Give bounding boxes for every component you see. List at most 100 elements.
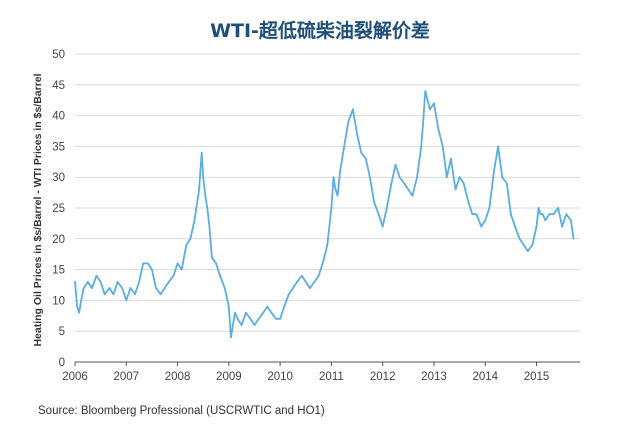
data-point (95, 274, 98, 277)
data-point (385, 207, 388, 209)
data-point (407, 188, 410, 191)
data-point (422, 120, 425, 123)
data-point (458, 176, 461, 179)
data-point (360, 151, 363, 154)
series-line (74, 90, 575, 339)
data-point (450, 157, 452, 160)
data-point (80, 299, 83, 302)
data-point (381, 225, 384, 228)
data-point (146, 262, 149, 265)
data-point (279, 318, 281, 320)
data-point (189, 237, 192, 240)
data-point (364, 157, 367, 160)
data-point (236, 318, 239, 320)
data-point (531, 244, 534, 246)
data-point (185, 244, 188, 246)
data-point (339, 170, 341, 172)
data-point (484, 219, 487, 222)
data-point (454, 188, 457, 191)
data-point (343, 145, 346, 148)
data-point (544, 219, 547, 222)
data-point (266, 305, 269, 308)
x-tick-label: 2011 (319, 371, 344, 383)
data-point (373, 200, 375, 203)
data-point (488, 207, 491, 209)
y-tick-label: 10 (52, 295, 65, 307)
data-point (441, 145, 444, 148)
data-point (103, 293, 106, 296)
data-point (347, 120, 350, 123)
y-tick-label: 5 (59, 326, 65, 338)
data-point (180, 268, 183, 271)
data-point (232, 324, 234, 326)
y-tick-label: 20 (52, 234, 65, 246)
data-point (437, 127, 439, 129)
data-point (292, 287, 294, 289)
x-tick-label: 2014 (472, 371, 498, 383)
data-point (522, 244, 525, 246)
data-point (330, 207, 333, 209)
data-point (317, 274, 320, 277)
data-point (471, 213, 474, 216)
data-point (112, 293, 115, 296)
data-point (394, 164, 397, 166)
data-point (167, 281, 170, 283)
x-tick-label: 2015 (524, 371, 550, 383)
y-tick-label: 15 (52, 265, 65, 277)
data-point (198, 188, 201, 191)
data-point (151, 268, 153, 271)
data-point (403, 182, 406, 185)
data-point (74, 281, 76, 283)
data-point (313, 281, 316, 283)
data-point (424, 90, 427, 92)
data-point (561, 225, 564, 228)
data-point (142, 262, 145, 265)
data-point (429, 108, 431, 111)
data-point (240, 324, 243, 326)
data-point (215, 262, 217, 265)
data-point (82, 287, 85, 289)
data-point (244, 311, 247, 314)
data-point (526, 250, 529, 253)
data-point (514, 225, 516, 228)
data-point (204, 194, 207, 197)
chart-title: WTI-超低硫柴油裂解价差 (210, 20, 430, 42)
data-point (552, 213, 555, 216)
data-point (99, 281, 102, 283)
data-point (121, 287, 124, 289)
x-tick-label: 2007 (113, 371, 139, 383)
data-point (493, 170, 495, 172)
data-point (108, 287, 111, 289)
data-point (223, 287, 226, 289)
data-point (270, 311, 273, 314)
data-point (398, 176, 401, 179)
data-point (539, 213, 542, 216)
data-point (332, 176, 335, 179)
data-point (505, 182, 508, 185)
data-point (287, 293, 290, 296)
data-point (200, 151, 203, 154)
x-tick-label: 2009 (216, 371, 242, 383)
data-point (262, 311, 265, 314)
data-point (467, 200, 470, 203)
x-tick-label: 2010 (267, 371, 293, 383)
data-point (116, 281, 119, 283)
data-point (557, 207, 559, 209)
data-point (501, 176, 504, 179)
data-point (227, 305, 230, 308)
data-point (300, 274, 303, 277)
x-tick-label: 2013 (421, 371, 447, 383)
data-point (416, 176, 418, 179)
data-point (369, 176, 371, 179)
data-point (321, 262, 324, 265)
data-point (219, 274, 222, 277)
data-point (230, 336, 232, 339)
data-point (283, 305, 286, 308)
data-point (535, 225, 538, 228)
data-point (257, 318, 260, 320)
y-tick-label: 0 (59, 357, 65, 369)
data-point (76, 305, 78, 308)
data-point (275, 318, 277, 320)
